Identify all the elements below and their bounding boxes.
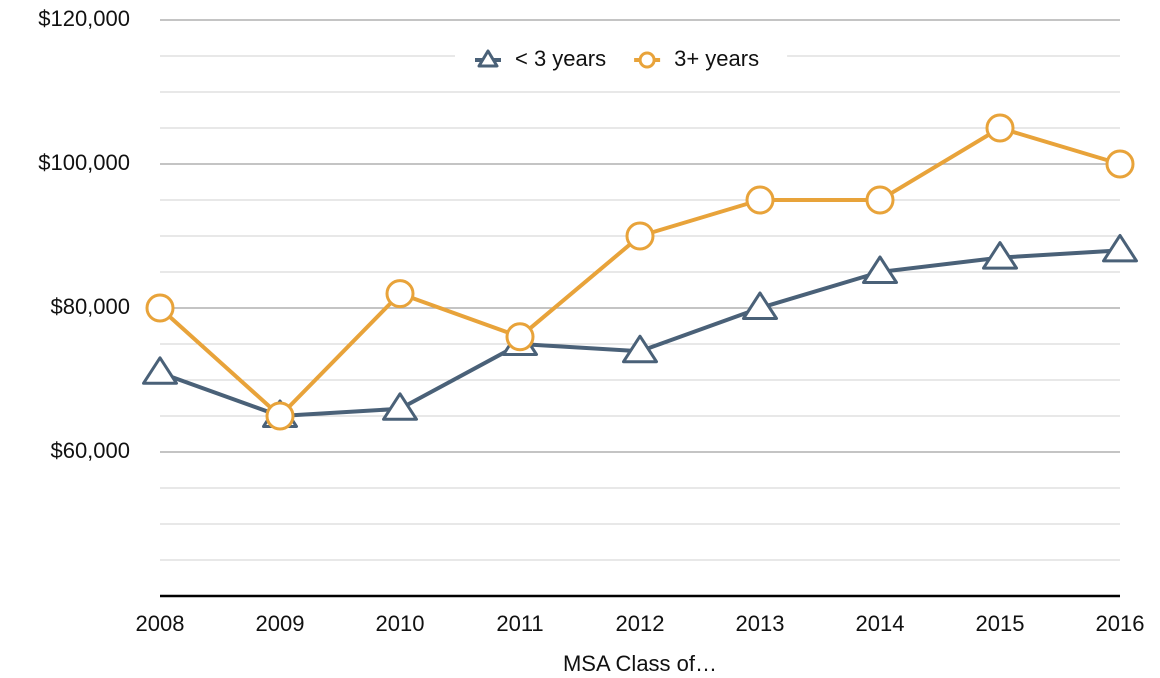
x-tick-label: 2011 xyxy=(496,611,543,636)
x-tick-label: 2009 xyxy=(256,611,305,636)
data-point xyxy=(1105,149,1135,179)
data-point xyxy=(625,221,655,251)
x-tick-label: 2013 xyxy=(736,611,785,636)
data-point xyxy=(382,392,418,421)
data-point xyxy=(1102,233,1138,263)
x-axis-title: MSA Class of… xyxy=(563,651,717,676)
legend-label: 3+ years xyxy=(674,46,759,71)
y-tick-label: $100,000 xyxy=(38,150,130,175)
data-point xyxy=(742,291,778,320)
x-tick-label: 2014 xyxy=(856,611,905,636)
y-tick-label: $60,000 xyxy=(50,438,130,463)
data-point xyxy=(142,356,178,385)
data-point xyxy=(385,279,415,309)
data-point xyxy=(865,185,895,215)
data-point xyxy=(985,113,1015,143)
data-point xyxy=(982,241,1018,270)
data-point xyxy=(145,293,175,323)
legend-marker xyxy=(638,51,656,69)
data-point xyxy=(622,334,658,364)
data-point xyxy=(265,401,295,431)
data-point xyxy=(862,255,898,284)
y-tick-label: $120,000 xyxy=(38,6,130,31)
x-tick-label: 2016 xyxy=(1096,611,1145,636)
legend: < 3 years 3+ years xyxy=(455,40,788,80)
data-point xyxy=(505,322,535,352)
y-tick-label: $80,000 xyxy=(50,294,130,319)
data-point xyxy=(745,185,775,215)
legend-label: < 3 years xyxy=(515,46,606,71)
legend-marker xyxy=(477,49,499,68)
x-tick-label: 2015 xyxy=(976,611,1025,636)
x-tick-label: 2010 xyxy=(376,611,425,636)
x-tick-label: 2008 xyxy=(136,611,185,636)
x-tick-label: 2012 xyxy=(616,611,665,636)
legend-background xyxy=(455,40,788,80)
